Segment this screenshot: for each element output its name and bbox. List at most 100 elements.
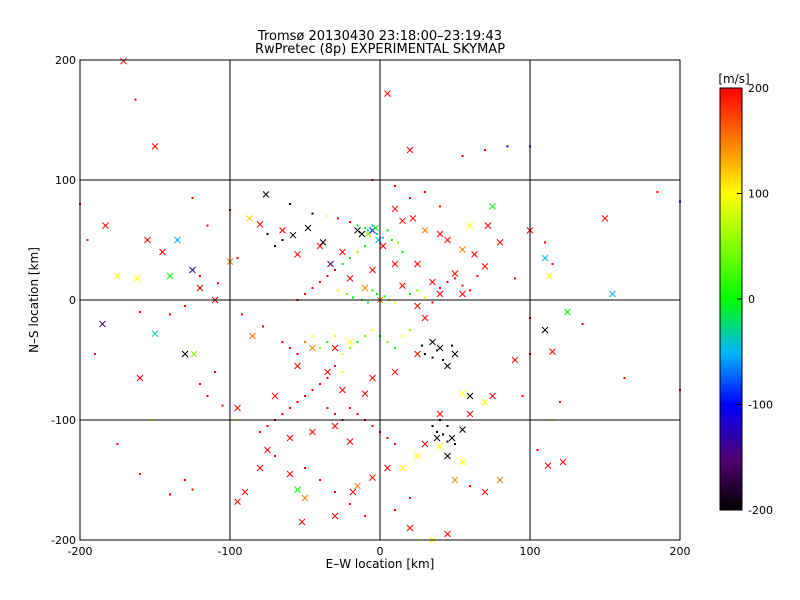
dot-marker-point bbox=[169, 313, 171, 316]
x-marker-point bbox=[436, 410, 444, 418]
x-marker-point bbox=[564, 308, 571, 316]
dot-marker-point bbox=[424, 353, 426, 355]
dot-marker-point bbox=[311, 212, 314, 215]
x-marker-point bbox=[364, 230, 372, 238]
dot-marker-point bbox=[382, 236, 384, 239]
dot-marker-point bbox=[514, 277, 516, 280]
x-marker-point bbox=[541, 254, 549, 262]
colorbar-label: [m/s] bbox=[718, 72, 749, 86]
dot-marker-point bbox=[281, 239, 284, 241]
dot-marker-point bbox=[476, 275, 479, 277]
x-marker-point bbox=[466, 392, 474, 400]
x-marker-point bbox=[399, 464, 406, 472]
x-marker-point bbox=[133, 275, 141, 282]
x-marker-point bbox=[471, 251, 478, 258]
dot-marker-point bbox=[139, 473, 141, 475]
dot-marker-point bbox=[436, 349, 438, 352]
dot-marker-point bbox=[371, 329, 374, 331]
dot-marker-point bbox=[506, 145, 509, 148]
dot-marker-point bbox=[416, 289, 419, 292]
x-marker-point bbox=[151, 330, 159, 337]
dot-marker-point bbox=[656, 191, 659, 193]
dot-marker-point bbox=[259, 431, 261, 433]
x-marker-point bbox=[361, 284, 369, 292]
data-points bbox=[79, 57, 681, 544]
dot-marker-point bbox=[439, 287, 441, 289]
dot-marker-point bbox=[356, 341, 359, 343]
dot-marker-point bbox=[199, 275, 201, 277]
x-marker-point bbox=[489, 203, 496, 210]
x-tick-label: 0 bbox=[377, 545, 384, 558]
dot-marker-point bbox=[544, 241, 546, 244]
x-marker-point bbox=[294, 362, 301, 370]
dot-marker-point bbox=[394, 443, 396, 445]
x-marker-point bbox=[444, 530, 451, 538]
dot-marker-point bbox=[319, 383, 321, 385]
x-marker-point bbox=[451, 270, 459, 277]
dot-marker-point bbox=[431, 425, 434, 427]
x-marker-point bbox=[346, 275, 354, 282]
dot-marker-point bbox=[289, 407, 291, 409]
x-marker-point bbox=[319, 239, 327, 246]
x-marker-point bbox=[339, 248, 346, 256]
dot-marker-point bbox=[371, 425, 374, 427]
dot-marker-point bbox=[356, 251, 359, 253]
dot-marker-point bbox=[274, 455, 276, 457]
dot-marker-point bbox=[431, 301, 434, 304]
dot-marker-point bbox=[169, 493, 171, 496]
x-marker-point bbox=[102, 222, 109, 229]
dot-marker-point bbox=[367, 229, 369, 232]
dot-marker-point bbox=[371, 289, 374, 292]
dot-marker-point bbox=[484, 149, 486, 151]
x-marker-point bbox=[361, 390, 369, 397]
dot-marker-point bbox=[326, 407, 329, 409]
x-marker-point bbox=[459, 246, 466, 253]
colorbar-tick-label: 100 bbox=[748, 188, 769, 201]
grid-lines bbox=[80, 60, 680, 540]
dot-marker-point bbox=[364, 335, 366, 337]
x-marker-point bbox=[414, 260, 421, 268]
x-marker-point bbox=[166, 272, 174, 280]
colorbar-ticks: -200 -100 0 100 200 bbox=[737, 82, 773, 517]
x-marker-point bbox=[481, 263, 489, 270]
x-marker-point bbox=[369, 374, 376, 382]
x-marker-point bbox=[436, 230, 444, 238]
x-marker-point bbox=[429, 338, 436, 346]
x-marker-point bbox=[484, 222, 492, 229]
dot-marker-point bbox=[421, 344, 423, 347]
y-tick-label: -100 bbox=[51, 414, 76, 427]
x-marker-point bbox=[448, 434, 456, 442]
dot-marker-point bbox=[454, 277, 456, 280]
colorbar-tick-label: 0 bbox=[748, 293, 755, 306]
x-marker-point bbox=[294, 251, 301, 258]
dot-marker-point bbox=[536, 449, 539, 451]
x-marker-point bbox=[304, 224, 312, 232]
dot-marker-point bbox=[326, 377, 329, 379]
dot-marker-point bbox=[397, 241, 399, 244]
dot-marker-point bbox=[364, 515, 366, 517]
dot-marker-point bbox=[334, 491, 336, 493]
dot-marker-point bbox=[337, 289, 339, 292]
dot-marker-point bbox=[439, 205, 441, 208]
dot-marker-point bbox=[326, 341, 329, 343]
dot-marker-point bbox=[281, 341, 284, 343]
dot-marker-point bbox=[386, 341, 389, 343]
dot-marker-point bbox=[304, 341, 306, 343]
dot-marker-point bbox=[326, 275, 329, 277]
dot-marker-point bbox=[469, 289, 471, 292]
dot-marker-point bbox=[356, 413, 359, 415]
x-marker-point bbox=[190, 350, 198, 358]
dot-marker-point bbox=[206, 224, 209, 227]
dot-marker-point bbox=[581, 323, 584, 325]
dot-marker-point bbox=[349, 221, 351, 223]
dot-marker-point bbox=[154, 145, 156, 148]
dot-marker-point bbox=[304, 293, 306, 295]
x-marker-point bbox=[406, 146, 414, 154]
x-marker-point bbox=[421, 440, 429, 448]
x-marker-point bbox=[511, 356, 519, 364]
colorbar-tick-label: -100 bbox=[748, 399, 773, 412]
x-marker-point bbox=[414, 302, 421, 310]
dot-marker-point bbox=[371, 224, 374, 227]
x-marker-point bbox=[549, 348, 556, 355]
